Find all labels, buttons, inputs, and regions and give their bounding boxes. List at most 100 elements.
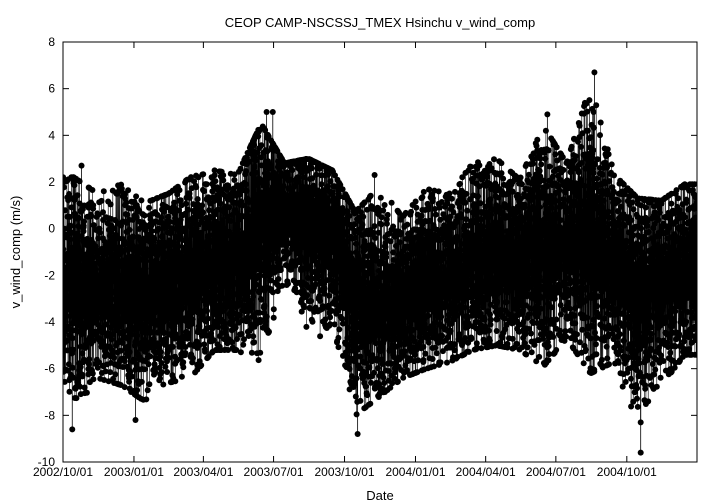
data-point bbox=[326, 292, 333, 299]
data-point bbox=[472, 232, 479, 239]
data-point bbox=[142, 337, 149, 344]
data-point bbox=[156, 239, 162, 246]
data-point bbox=[63, 313, 70, 320]
data-point bbox=[128, 373, 135, 380]
data-point bbox=[200, 209, 207, 216]
data-point bbox=[256, 309, 263, 316]
data-point bbox=[439, 332, 446, 339]
data-point bbox=[335, 344, 342, 351]
data-point bbox=[249, 255, 256, 262]
data-point bbox=[538, 161, 545, 168]
data-point bbox=[500, 175, 507, 182]
data-point bbox=[67, 222, 74, 229]
data-point bbox=[476, 162, 483, 169]
data-point bbox=[133, 361, 140, 368]
data-point bbox=[304, 292, 311, 299]
data-point bbox=[451, 341, 458, 348]
data-point bbox=[332, 235, 339, 242]
data-point bbox=[461, 304, 468, 311]
data-point bbox=[118, 248, 125, 255]
data-point bbox=[472, 217, 479, 224]
data-point bbox=[101, 377, 108, 383]
data-point bbox=[180, 364, 187, 371]
data-point bbox=[273, 248, 280, 255]
data-point bbox=[111, 354, 117, 361]
data-point bbox=[157, 353, 164, 360]
data-point bbox=[130, 282, 137, 289]
data-point bbox=[252, 211, 258, 217]
data-point bbox=[169, 270, 176, 277]
data-point bbox=[155, 300, 161, 307]
data-point bbox=[527, 330, 534, 337]
data-point bbox=[353, 240, 360, 247]
data-point bbox=[88, 213, 95, 220]
data-point bbox=[236, 294, 243, 301]
data-point bbox=[155, 225, 162, 232]
data-point bbox=[353, 375, 360, 382]
data-point bbox=[175, 262, 182, 269]
data-point bbox=[232, 280, 239, 287]
data-point bbox=[157, 260, 164, 267]
data-point bbox=[336, 326, 343, 333]
data-point bbox=[141, 212, 148, 219]
data-point bbox=[107, 369, 114, 376]
data-point bbox=[374, 305, 380, 312]
data-point bbox=[364, 392, 371, 399]
data-point bbox=[152, 369, 159, 376]
data-point bbox=[429, 195, 436, 202]
data-point bbox=[493, 328, 500, 334]
data-point bbox=[189, 231, 196, 238]
data-point bbox=[238, 331, 245, 337]
data-point bbox=[458, 240, 465, 247]
data-point bbox=[144, 387, 151, 394]
data-point bbox=[87, 275, 94, 282]
data-point bbox=[418, 212, 425, 219]
data-point bbox=[457, 180, 464, 187]
data-point bbox=[179, 267, 186, 274]
data-point bbox=[495, 224, 502, 231]
data-point bbox=[81, 384, 88, 391]
data-point bbox=[160, 208, 167, 215]
data-point bbox=[236, 312, 243, 319]
data-point bbox=[336, 251, 343, 258]
data-point bbox=[251, 339, 258, 346]
data-point bbox=[158, 360, 165, 366]
data-point bbox=[253, 226, 260, 233]
data-point bbox=[80, 228, 87, 235]
data-point bbox=[482, 228, 489, 235]
data-point bbox=[437, 359, 444, 366]
data-point bbox=[301, 304, 308, 311]
data-point bbox=[148, 329, 155, 335]
data-point bbox=[484, 174, 491, 181]
data-point bbox=[231, 171, 238, 178]
data-point bbox=[444, 359, 450, 366]
data-point bbox=[89, 370, 96, 377]
data-point bbox=[190, 355, 196, 362]
data-point bbox=[367, 400, 374, 407]
data-point bbox=[99, 304, 105, 311]
data-point bbox=[477, 216, 484, 223]
data-point bbox=[89, 187, 96, 193]
data-point bbox=[237, 349, 244, 356]
data-point bbox=[392, 369, 399, 376]
data-point bbox=[317, 298, 324, 304]
data-point bbox=[379, 360, 386, 367]
data-point bbox=[79, 350, 86, 357]
data-point bbox=[217, 200, 224, 207]
data-point bbox=[109, 265, 116, 272]
data-point bbox=[179, 305, 186, 311]
data-point bbox=[344, 228, 351, 235]
data-point bbox=[157, 375, 164, 382]
data-point bbox=[68, 204, 75, 211]
data-point bbox=[132, 254, 139, 261]
data-point bbox=[160, 381, 167, 388]
data-point bbox=[191, 216, 198, 223]
data-point bbox=[198, 332, 205, 339]
data-point bbox=[112, 371, 119, 378]
data-point bbox=[143, 258, 150, 264]
data-point bbox=[525, 171, 532, 178]
data-point bbox=[71, 182, 78, 189]
data-point bbox=[164, 369, 171, 375]
data-point bbox=[536, 167, 543, 174]
